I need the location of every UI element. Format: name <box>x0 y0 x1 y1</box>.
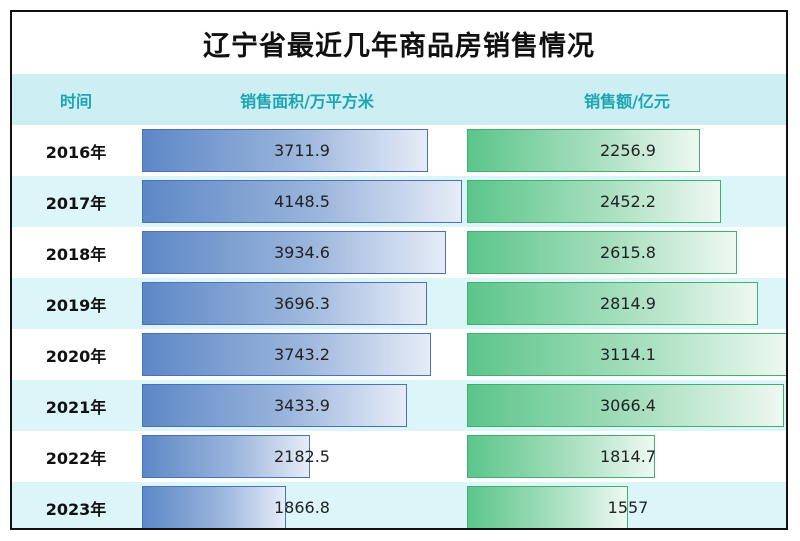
area-value-label: 1866.8 <box>274 498 330 517</box>
area-bar <box>142 486 286 528</box>
area-value-label: 4148.5 <box>274 192 330 211</box>
year-label: 2021年 <box>45 397 107 417</box>
table-row: 2018年 3934.6 2615.8 <box>12 227 786 278</box>
area-bar <box>142 333 431 376</box>
table-row: 2019年 3696.3 2814.9 <box>12 278 786 329</box>
year-label: 2020年 <box>45 346 107 366</box>
sales-bar <box>467 333 786 376</box>
area-bar <box>142 129 429 172</box>
sales-bar <box>467 282 759 325</box>
area-value-label: 3711.9 <box>274 141 330 160</box>
sales-value-label: 1814.7 <box>600 447 656 466</box>
header-time: 时间 <box>59 91 92 111</box>
area-bar <box>142 180 462 223</box>
table-row: 2017年 4148.5 2452.2 <box>12 176 786 227</box>
area-value-label: 2182.5 <box>274 447 330 466</box>
table-row: 2016年 3711.9 2256.9 <box>12 125 786 176</box>
sales-value-label: 3114.1 <box>600 345 656 364</box>
table-header: 时间 销售面积/万平方米 销售额/亿元 <box>12 74 786 125</box>
chart-frame: 辽宁省最近几年商品房销售情况 时间 销售面积/万平方米 销售额/亿元 2016年… <box>10 10 788 530</box>
sales-value-label: 1557 <box>607 498 649 517</box>
header-sales: 销售额/亿元 <box>584 91 670 111</box>
area-bar <box>142 435 311 478</box>
area-bar <box>142 384 407 427</box>
table-row: 2022年 2182.5 1814.7 <box>12 431 786 482</box>
sales-value-label: 2615.8 <box>600 243 656 262</box>
sales-bar <box>467 486 628 528</box>
table-row: 2020年 3743.2 3114.1 <box>12 329 786 380</box>
year-label: 2016年 <box>45 142 107 162</box>
sales-bar <box>467 129 701 172</box>
area-bar <box>142 231 446 274</box>
chart-title: 辽宁省最近几年商品房销售情况 <box>203 30 595 62</box>
year-label: 2023年 <box>45 499 107 519</box>
sales-value-label: 2256.9 <box>600 141 656 160</box>
sales-bar <box>467 231 738 274</box>
year-label: 2017年 <box>45 193 107 213</box>
area-value-label: 3433.9 <box>274 396 330 415</box>
area-value-label: 3696.3 <box>274 294 330 313</box>
sales-value-label: 2452.2 <box>600 192 656 211</box>
area-value-label: 3743.2 <box>274 345 330 364</box>
year-label: 2018年 <box>45 244 107 264</box>
table-row: 2021年 3433.9 3066.4 <box>12 380 786 431</box>
header-area: 销售面积/万平方米 <box>240 91 374 111</box>
sales-bar <box>467 384 785 427</box>
area-value-label: 3934.6 <box>274 243 330 262</box>
sales-bar <box>467 180 721 223</box>
year-label: 2019年 <box>45 295 107 315</box>
year-label: 2022年 <box>45 448 107 468</box>
sales-bar <box>467 435 655 478</box>
sales-value-label: 2814.9 <box>600 294 656 313</box>
area-bar <box>142 282 428 325</box>
sales-value-label: 3066.4 <box>600 396 656 415</box>
table-row: 2023年 1866.8 1557 <box>12 482 786 528</box>
